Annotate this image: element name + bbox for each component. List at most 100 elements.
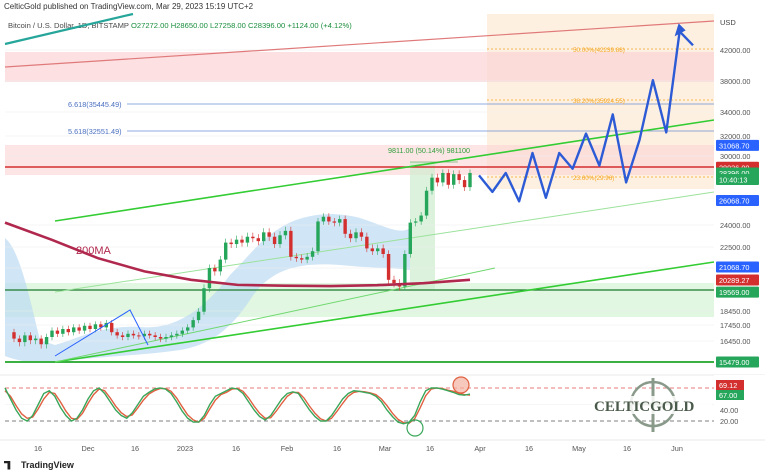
candle-body [294, 256, 298, 259]
osc-label-badge [716, 390, 744, 400]
tradingview-logo-icon [4, 460, 11, 470]
oversold-marker [406, 419, 424, 437]
ma200-label: 200MA [76, 245, 112, 257]
price-label-badge [716, 195, 759, 207]
candle-body [435, 177, 440, 183]
candle-body [354, 232, 358, 239]
candle-body [93, 324, 98, 329]
candle-body [457, 174, 461, 181]
candle-body [180, 330, 184, 334]
price-tick-label: 16450.00 [720, 337, 750, 346]
close-value: C28396.00 [248, 21, 286, 30]
candle-body [44, 337, 49, 345]
price-label-badge [716, 274, 759, 286]
candle-body [267, 232, 271, 237]
candle-body [256, 238, 260, 242]
price-label-text: 31068.70 [719, 141, 749, 150]
candle-body [343, 219, 347, 234]
resistance-zone-upper [5, 52, 714, 82]
channel-lower-line [54, 261, 715, 363]
time-tick-label: Apr [474, 444, 486, 453]
price-tick-label: 30000.00 [720, 152, 750, 161]
tradingview-footer[interactable]: TradingView [4, 460, 74, 470]
candle-body [424, 190, 429, 216]
swing-line [54, 309, 149, 357]
support-zone-green [5, 283, 714, 317]
candle-body [251, 236, 255, 239]
low-value: L27258.00 [209, 21, 246, 30]
candle-body [403, 254, 407, 287]
candle-body [207, 268, 212, 289]
candle-body [175, 333, 179, 336]
candle-body [17, 338, 22, 343]
candle-body [462, 180, 467, 188]
candle-body [229, 242, 233, 245]
candle-body [153, 335, 157, 337]
price-label-badge [716, 139, 759, 151]
osc-tick-label: 40.00 [720, 406, 738, 415]
time-tick-label: Jun [671, 444, 683, 453]
teal-trend-line [4, 12, 134, 46]
price-tick-label: 42000.00 [720, 46, 750, 55]
candle-body [66, 329, 70, 333]
logo-text-bg [592, 396, 712, 414]
time-tick-label: 16 [623, 444, 631, 453]
candle-body [283, 230, 288, 236]
candle-body [224, 242, 228, 260]
candle-body [370, 248, 374, 252]
price-label-text: 19569.00 [719, 288, 749, 297]
channel-upper-line [54, 119, 715, 222]
candle-body [376, 248, 380, 252]
candle-body [142, 333, 146, 337]
candle-body [381, 248, 385, 254]
candle-body [120, 335, 125, 337]
volatility-cloud [5, 214, 410, 363]
candle-body [240, 239, 244, 243]
candle-body [110, 322, 114, 333]
candle-body [408, 222, 412, 254]
candle-body [289, 230, 293, 257]
candle-body [386, 254, 391, 280]
time-tick-label: 16 [525, 444, 533, 453]
time-tick-label: 16 [232, 444, 240, 453]
candle-body [148, 333, 152, 336]
time-tick-label: Mar [379, 444, 392, 453]
candle-body [218, 259, 222, 272]
price-label-text: 26068.70 [719, 197, 749, 206]
price-tick-label: 22500.00 [720, 243, 750, 252]
open-value: O27272.00 [130, 21, 169, 30]
change-value: +1124.00 (+4.12%) [287, 21, 352, 30]
time-tick-label: 2023 [177, 444, 193, 453]
fib-label-382: 38.20%(35924.55) [573, 98, 625, 105]
price-tick-label: 34000.00 [720, 108, 750, 117]
tradingview-footer-label: TradingView [21, 460, 74, 470]
price-label-text: 20289.27 [719, 276, 749, 285]
fib-label-50: 50.00%(42239.88) [573, 47, 625, 54]
resistance-zone-lower [5, 145, 714, 175]
candle-body [104, 322, 108, 328]
time-tick-label: May [572, 444, 586, 453]
price-axis-bg [714, 14, 765, 374]
candle-body [39, 338, 43, 345]
candle-body [88, 325, 92, 329]
time-tick-label: 16 [131, 444, 139, 453]
candle-body [99, 324, 103, 328]
price-label-badge [716, 356, 759, 368]
candle-body [446, 172, 450, 185]
time-tick-label: Dec [82, 444, 95, 453]
symbol-label: Bitcoin / U.S. Dollar, 1D, BITSTAMP [8, 21, 129, 30]
candle-body [321, 216, 326, 222]
time-tick-label: 16 [34, 444, 42, 453]
candle-body [419, 215, 423, 222]
publisher-header: CelticGold published on TradingView.com,… [4, 2, 254, 11]
price-tick-label: 17450.00 [720, 321, 750, 330]
candle-body [202, 288, 206, 312]
price-label-badge [716, 173, 759, 185]
candle-body [332, 221, 336, 223]
candle-body [213, 268, 217, 272]
candle-body [169, 335, 174, 337]
candle-body [327, 216, 331, 222]
ohlc-readout: Bitcoin / U.S. Dollar, 1D, BITSTAMP O272… [8, 21, 352, 30]
osc-k-line [4, 387, 471, 425]
